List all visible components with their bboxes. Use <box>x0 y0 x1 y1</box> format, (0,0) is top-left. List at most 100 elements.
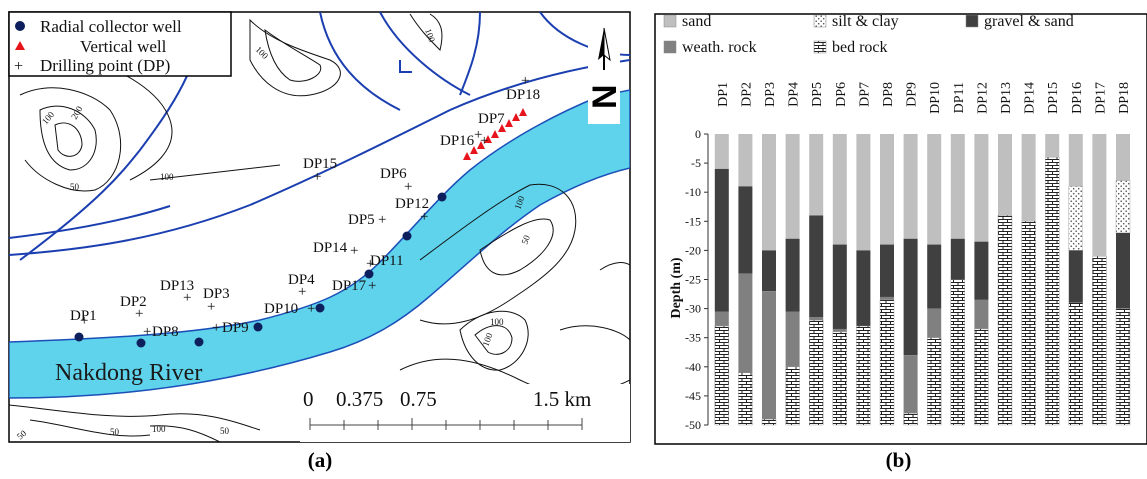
north-label: N <box>586 84 624 109</box>
dp-cross: + <box>420 209 428 225</box>
radial-well-marker <box>437 192 447 202</box>
y-axis: 0 -5 -10 -15 -20 -25 -30 -35 -40 -45 -50 <box>685 127 709 432</box>
bar-segment <box>927 244 942 309</box>
bar-segment <box>738 134 753 187</box>
legend-label: silt & clay <box>832 13 899 30</box>
x-tick-label: DP4 <box>787 82 802 107</box>
contour-label: 100 <box>512 194 526 211</box>
bar-segment <box>880 134 894 245</box>
x-tick-label: DP5 <box>810 82 825 107</box>
bar-segment <box>1092 134 1107 257</box>
x-tick-label: DP12 <box>975 82 990 114</box>
scale-tick: 1.5 km <box>533 387 591 411</box>
bar-segment <box>1045 157 1060 426</box>
bar-segment <box>1115 180 1131 234</box>
radial-wells <box>74 192 447 348</box>
bar-segment <box>1021 221 1036 426</box>
legend-drilling-label: Drilling point (DP) <box>40 56 170 75</box>
legend-swatch <box>663 40 677 54</box>
bar-segment <box>974 134 989 242</box>
y-tick-label: -40 <box>685 360 701 374</box>
dp-cross: + <box>207 299 215 315</box>
dp-cross: + <box>135 306 143 322</box>
y-axis-label: Depth (m) <box>669 257 684 318</box>
radial-well-marker <box>136 338 146 348</box>
dp-cross: + <box>307 301 315 317</box>
legend-swatch <box>813 14 827 28</box>
vertical-well-marker <box>512 113 520 121</box>
bar-segment <box>1115 308 1131 426</box>
north-arrow-icon: N <box>586 24 624 124</box>
depth-chart: sand silt & clay gravel & sand weath. rock b… <box>654 13 1147 445</box>
panel-a-caption: (a) <box>307 448 333 472</box>
vertical-well-marker <box>491 130 499 138</box>
bar-segment <box>927 308 942 338</box>
vertical-wells <box>463 108 527 160</box>
radial-well-marker <box>74 332 84 342</box>
dp-label: DP7 <box>478 111 505 127</box>
bar-segment <box>1068 250 1083 303</box>
bar-segment <box>974 299 989 329</box>
scale-bar: 0 0.375 0.75 1.5 km <box>300 384 630 442</box>
x-tick-label: DP1 <box>716 82 731 107</box>
bar-segment <box>974 241 989 300</box>
dp-cross: + <box>350 243 358 259</box>
dp-cross: + <box>378 212 386 228</box>
map-legend: Radial collector well Vertical well + Dr… <box>8 11 232 77</box>
bar-segment <box>927 337 942 426</box>
vertical-well-marker <box>498 124 506 132</box>
legend-radial-label: Radial collector well <box>40 17 182 36</box>
dp-label: DP12 <box>395 196 429 212</box>
legend-label: weath. rock <box>682 39 757 56</box>
bar-segment <box>714 134 729 169</box>
dp-cross: + <box>143 324 151 340</box>
x-tick-label: DP6 <box>834 82 849 107</box>
dp-cross: + <box>212 320 220 336</box>
bar-segment <box>738 186 753 274</box>
bar-segment <box>997 215 1013 426</box>
legend-label: gravel & sand <box>984 13 1074 30</box>
bar-segment <box>1021 134 1036 222</box>
vertical-well-marker <box>484 135 492 143</box>
bar-segment <box>950 238 965 280</box>
dp-cross: + <box>480 133 488 149</box>
legend-vertical-label: Vertical well <box>80 37 167 56</box>
dp-label: DP2 <box>120 294 147 310</box>
x-tick-label: DP3 <box>763 82 778 107</box>
bar-segment <box>808 320 824 426</box>
vertical-well-marker <box>477 141 485 149</box>
legend-swatch <box>813 40 827 54</box>
dp-label: DP9 <box>222 320 249 336</box>
bar-segment <box>1068 134 1083 187</box>
radial-well-marker <box>194 337 204 347</box>
y-tick-label: -45 <box>685 389 701 403</box>
scale-tick: 0 <box>303 387 314 411</box>
chart-legend: sand silt & clay gravel & sand weath. rock b… <box>663 13 1074 56</box>
x-tick-label: DP14 <box>1023 82 1038 114</box>
vertical-well-legend-icon <box>15 41 25 50</box>
bar-segment <box>785 311 800 367</box>
bar-segment <box>856 325 871 426</box>
vertical-well-marker <box>505 119 513 127</box>
bar-segment <box>1116 134 1130 181</box>
site-map: 100 100 100 200 100 50 100 50 100 100 50… <box>8 11 631 443</box>
y-tick-label: -50 <box>685 418 701 432</box>
contour-label: 100 <box>160 172 174 182</box>
x-tick-label: DP2 <box>739 82 754 107</box>
bar-segment <box>809 317 824 321</box>
x-tick-label: DP16 <box>1070 82 1085 114</box>
bar-segment <box>738 273 753 373</box>
bar-segment <box>856 134 871 251</box>
x-tick-label: DP7 <box>857 82 872 107</box>
bar-segment <box>809 215 824 318</box>
vertical-well-marker <box>470 146 478 154</box>
dp-label: DP10 <box>264 301 298 317</box>
bar-segment <box>832 134 847 245</box>
y-tick-label: -10 <box>685 185 701 199</box>
dp-cross: + <box>366 256 374 272</box>
x-tick-label: DP13 <box>999 82 1014 114</box>
y-tick-label: -15 <box>685 214 701 228</box>
bar-segment <box>832 244 847 329</box>
bar-segment <box>1045 134 1060 158</box>
bar-segment <box>927 134 942 245</box>
